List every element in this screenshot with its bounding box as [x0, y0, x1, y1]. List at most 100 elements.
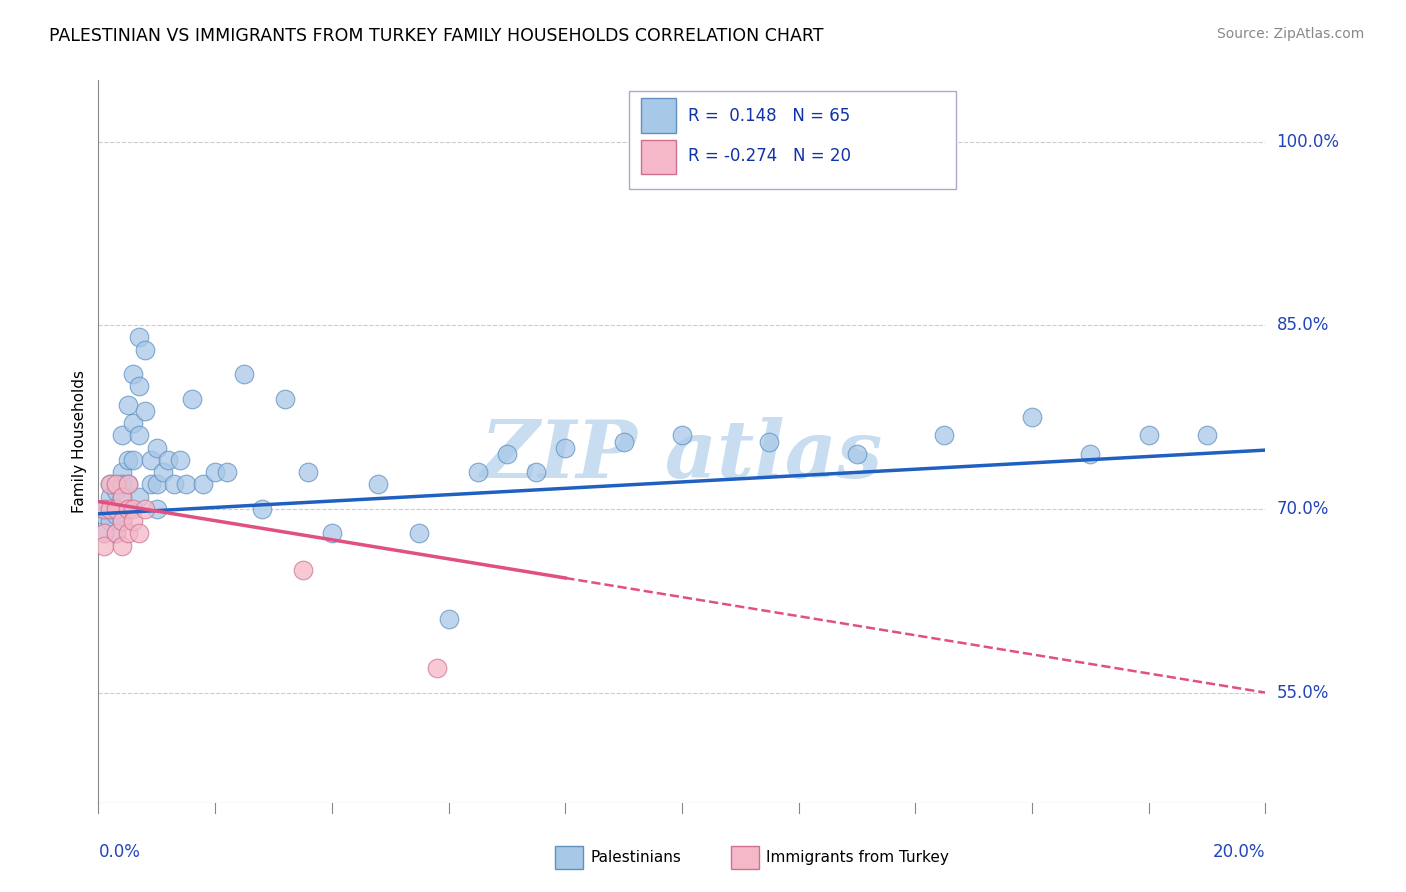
Point — [111, 490, 134, 504]
Point — [180, 392, 202, 406]
Point — [93, 526, 115, 541]
Point — [128, 526, 150, 541]
Point — [554, 441, 576, 455]
Point — [117, 453, 139, 467]
Point — [117, 502, 139, 516]
Point — [134, 343, 156, 357]
Point — [128, 330, 150, 344]
FancyBboxPatch shape — [641, 98, 676, 133]
Text: 100.0%: 100.0% — [1277, 133, 1340, 151]
Text: Source: ZipAtlas.com: Source: ZipAtlas.com — [1216, 27, 1364, 41]
Text: 70.0%: 70.0% — [1277, 500, 1329, 518]
Point — [612, 434, 634, 449]
Point — [846, 447, 869, 461]
Point — [117, 526, 139, 541]
Point — [104, 502, 127, 516]
Point — [321, 526, 343, 541]
Text: PALESTINIAN VS IMMIGRANTS FROM TURKEY FAMILY HOUSEHOLDS CORRELATION CHART: PALESTINIAN VS IMMIGRANTS FROM TURKEY FA… — [49, 27, 824, 45]
Point — [104, 526, 127, 541]
Point — [291, 563, 314, 577]
Point — [104, 477, 127, 491]
Point — [524, 465, 547, 479]
Point — [134, 502, 156, 516]
Point — [204, 465, 226, 479]
Point — [104, 502, 127, 516]
Point — [98, 477, 121, 491]
Point — [146, 441, 169, 455]
Text: R = -0.274   N = 20: R = -0.274 N = 20 — [688, 147, 851, 165]
Point — [93, 508, 115, 522]
Point — [426, 661, 449, 675]
Point — [152, 465, 174, 479]
Point — [104, 508, 127, 522]
Point — [934, 428, 956, 442]
Point — [111, 428, 134, 442]
Point — [139, 477, 162, 491]
Point — [104, 477, 127, 491]
FancyBboxPatch shape — [630, 91, 956, 189]
Point — [139, 453, 162, 467]
Text: ZIP atlas: ZIP atlas — [481, 417, 883, 495]
Point — [98, 477, 121, 491]
Text: 0.0%: 0.0% — [98, 843, 141, 861]
Point — [93, 502, 115, 516]
Point — [111, 539, 134, 553]
FancyBboxPatch shape — [641, 139, 676, 174]
Point — [128, 490, 150, 504]
Point — [111, 514, 134, 528]
Point — [122, 502, 145, 516]
Point — [117, 502, 139, 516]
Point — [215, 465, 238, 479]
Point — [93, 526, 115, 541]
Point — [111, 514, 134, 528]
Point — [93, 539, 115, 553]
Point — [128, 428, 150, 442]
Point — [122, 416, 145, 430]
Point — [250, 502, 273, 516]
Point — [169, 453, 191, 467]
Point — [117, 477, 139, 491]
Point — [117, 477, 139, 491]
Point — [98, 502, 121, 516]
Point — [1080, 447, 1102, 461]
Point — [117, 398, 139, 412]
Point — [146, 477, 169, 491]
Point — [98, 502, 121, 516]
Point — [122, 453, 145, 467]
Text: 85.0%: 85.0% — [1277, 316, 1329, 334]
Point — [111, 465, 134, 479]
Point — [104, 526, 127, 541]
Point — [98, 514, 121, 528]
Point — [671, 428, 693, 442]
Point — [104, 483, 127, 498]
Point — [163, 477, 186, 491]
Point — [122, 367, 145, 381]
Point — [93, 502, 115, 516]
Point — [233, 367, 256, 381]
Text: 20.0%: 20.0% — [1213, 843, 1265, 861]
Point — [111, 490, 134, 504]
Point — [157, 453, 180, 467]
Point — [408, 526, 430, 541]
Text: Palestinians: Palestinians — [591, 850, 682, 864]
Point — [193, 477, 215, 491]
Point — [367, 477, 389, 491]
Point — [122, 514, 145, 528]
Point — [467, 465, 489, 479]
Point — [111, 477, 134, 491]
Text: R =  0.148   N = 65: R = 0.148 N = 65 — [688, 107, 851, 125]
Point — [274, 392, 297, 406]
Point — [758, 434, 780, 449]
Text: 55.0%: 55.0% — [1277, 683, 1329, 702]
Point — [297, 465, 319, 479]
Point — [1021, 410, 1043, 425]
Y-axis label: Family Households: Family Households — [72, 370, 87, 513]
Point — [1137, 428, 1160, 442]
Text: Immigrants from Turkey: Immigrants from Turkey — [766, 850, 949, 864]
Point — [98, 490, 121, 504]
Point — [128, 379, 150, 393]
Point — [174, 477, 197, 491]
Point — [496, 447, 519, 461]
Point — [134, 404, 156, 418]
Point — [146, 502, 169, 516]
